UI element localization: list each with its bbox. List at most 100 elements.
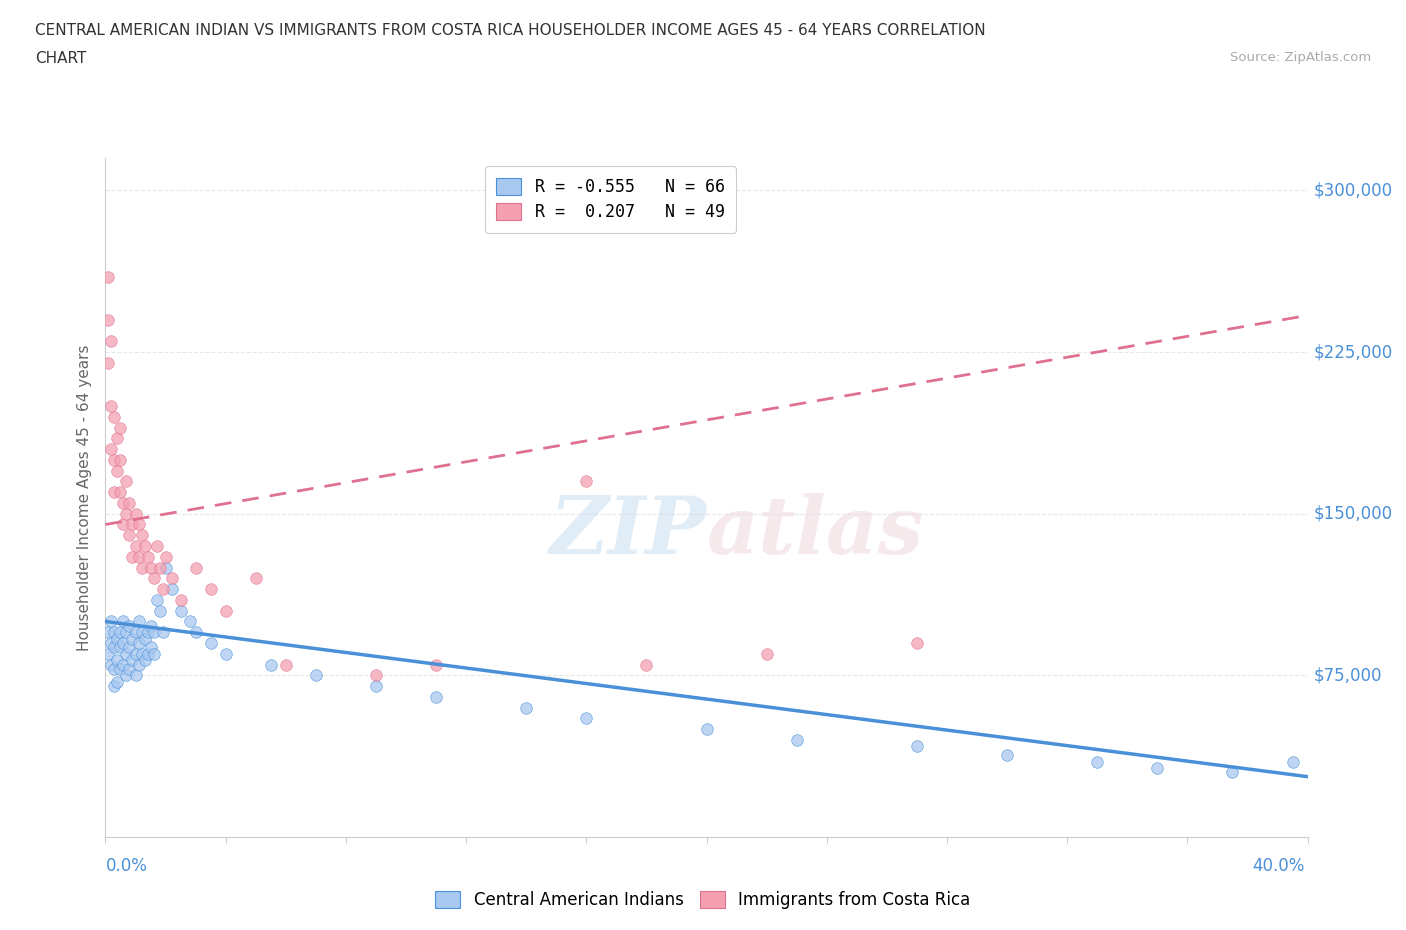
Point xyxy=(142,646,165,661)
Point xyxy=(305,668,328,683)
Point xyxy=(112,635,135,650)
Point xyxy=(134,631,156,646)
Point xyxy=(131,560,153,575)
Point xyxy=(1281,754,1303,769)
Point xyxy=(118,528,141,543)
Point xyxy=(139,618,162,633)
Point xyxy=(148,560,170,575)
Point xyxy=(124,625,146,640)
Point xyxy=(200,635,222,650)
Point xyxy=(142,571,165,586)
Point xyxy=(128,517,150,532)
Point xyxy=(128,635,150,650)
Point xyxy=(905,635,928,650)
Point xyxy=(124,506,146,521)
Point xyxy=(200,581,222,596)
Point xyxy=(110,661,132,676)
Point xyxy=(107,431,129,445)
Point xyxy=(425,658,447,672)
Point xyxy=(152,581,174,596)
Point xyxy=(100,614,122,629)
Point xyxy=(131,625,153,640)
Point xyxy=(118,640,141,655)
Point xyxy=(97,269,120,284)
Point xyxy=(128,614,150,629)
Point xyxy=(128,550,150,565)
Point xyxy=(97,646,120,661)
Point xyxy=(152,625,174,640)
Point xyxy=(115,646,138,661)
Point xyxy=(139,560,162,575)
Point xyxy=(134,653,156,668)
Point xyxy=(160,581,183,596)
Point xyxy=(136,625,159,640)
Text: $150,000: $150,000 xyxy=(1313,505,1393,523)
Point xyxy=(274,658,297,672)
Point xyxy=(100,334,122,349)
Point xyxy=(755,646,778,661)
Point xyxy=(142,625,165,640)
Point xyxy=(107,463,129,478)
Point xyxy=(103,625,125,640)
Point xyxy=(121,550,143,565)
Point xyxy=(214,604,236,618)
Text: $75,000: $75,000 xyxy=(1313,667,1382,684)
Point xyxy=(115,625,138,640)
Text: 0.0%: 0.0% xyxy=(105,857,148,875)
Point xyxy=(515,700,537,715)
Point xyxy=(112,496,135,511)
Point xyxy=(636,658,658,672)
Point xyxy=(103,452,125,467)
Point xyxy=(155,560,177,575)
Point xyxy=(905,739,928,754)
Point xyxy=(110,485,132,499)
Point xyxy=(100,442,122,457)
Point xyxy=(115,668,138,683)
Point xyxy=(103,679,125,694)
Text: CHART: CHART xyxy=(35,51,87,66)
Point xyxy=(145,538,167,553)
Point xyxy=(145,592,167,607)
Point xyxy=(121,631,143,646)
Point xyxy=(112,517,135,532)
Point xyxy=(100,658,122,672)
Point xyxy=(995,748,1018,763)
Point xyxy=(364,679,387,694)
Point xyxy=(124,538,146,553)
Point xyxy=(115,506,138,521)
Text: ZIP: ZIP xyxy=(550,493,707,570)
Point xyxy=(107,631,129,646)
Point xyxy=(121,517,143,532)
Point xyxy=(160,571,183,586)
Text: $225,000: $225,000 xyxy=(1313,343,1393,361)
Text: CENTRAL AMERICAN INDIAN VS IMMIGRANTS FROM COSTA RICA HOUSEHOLDER INCOME AGES 45: CENTRAL AMERICAN INDIAN VS IMMIGRANTS FR… xyxy=(35,23,986,38)
Point xyxy=(100,635,122,650)
Text: atlas: atlas xyxy=(707,493,924,570)
Point xyxy=(124,668,146,683)
Point xyxy=(245,571,267,586)
Point xyxy=(575,474,598,489)
Point xyxy=(110,420,132,435)
Point xyxy=(115,474,138,489)
Point xyxy=(425,689,447,704)
Point xyxy=(134,538,156,553)
Text: Source: ZipAtlas.com: Source: ZipAtlas.com xyxy=(1230,51,1371,64)
Point xyxy=(100,399,122,414)
Text: 40.0%: 40.0% xyxy=(1253,857,1305,875)
Point xyxy=(118,618,141,633)
Point xyxy=(110,625,132,640)
Point xyxy=(169,604,191,618)
Point xyxy=(364,668,387,683)
Point xyxy=(97,625,120,640)
Point xyxy=(136,646,159,661)
Point xyxy=(103,485,125,499)
Point xyxy=(97,312,120,327)
Point xyxy=(112,658,135,672)
Point xyxy=(136,550,159,565)
Point xyxy=(110,452,132,467)
Point xyxy=(103,661,125,676)
Point xyxy=(110,640,132,655)
Legend: R = -0.555   N = 66, R =  0.207   N = 49: R = -0.555 N = 66, R = 0.207 N = 49 xyxy=(485,166,737,232)
Point xyxy=(786,733,808,748)
Point xyxy=(184,625,207,640)
